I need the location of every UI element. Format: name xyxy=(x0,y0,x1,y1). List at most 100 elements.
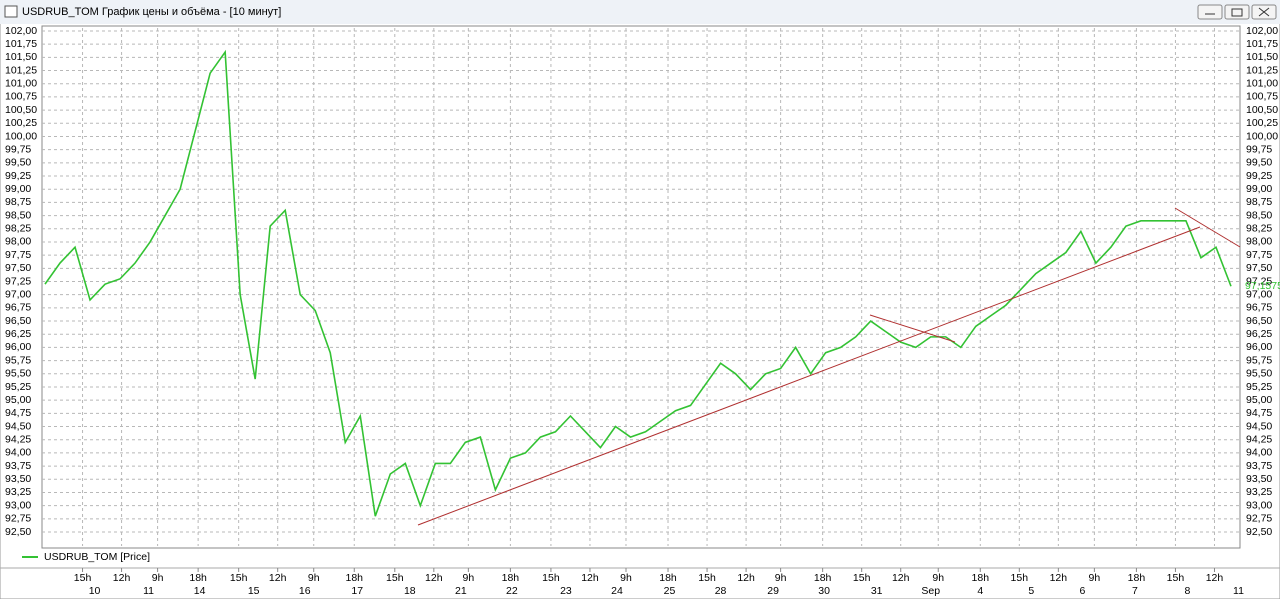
x-tick-label: 15h xyxy=(74,572,92,584)
y-tick-label-right: 99,50 xyxy=(1246,157,1272,169)
y-tick-label-right: 101,75 xyxy=(1246,38,1278,50)
y-tick-label: 94,50 xyxy=(5,420,31,432)
x-date-label: 15 xyxy=(248,585,260,597)
y-tick-label: 100,50 xyxy=(5,104,37,116)
y-tick-label-right: 97,75 xyxy=(1246,249,1272,261)
x-tick-label: 15h xyxy=(1167,572,1185,584)
y-tick-label: 101,75 xyxy=(5,38,37,50)
y-tick-label-right: 92,75 xyxy=(1246,513,1272,525)
x-date-label: 6 xyxy=(1079,585,1085,597)
x-date-label: 21 xyxy=(455,585,467,597)
y-tick-label: 97,50 xyxy=(5,262,31,274)
y-tick-label-right: 98,00 xyxy=(1246,236,1272,248)
y-tick-label-right: 97,00 xyxy=(1246,288,1272,300)
y-tick-label: 99,00 xyxy=(5,183,31,195)
x-tick-label: 15h xyxy=(698,572,716,584)
x-tick-label: 12h xyxy=(269,572,287,584)
window-icon xyxy=(4,5,18,18)
y-tick-label-right: 96,75 xyxy=(1246,302,1272,314)
x-tick-label: 12h xyxy=(581,572,599,584)
x-tick-label: 12h xyxy=(113,572,131,584)
x-tick-label: 15h xyxy=(230,572,248,584)
y-tick-label-right: 94,00 xyxy=(1246,447,1272,459)
x-tick-label: 9h xyxy=(620,572,632,584)
plot-frame xyxy=(41,25,1241,549)
y-tick-label-right: 100,50 xyxy=(1246,104,1278,116)
y-tick-label: 98,75 xyxy=(5,196,31,208)
trend-line xyxy=(417,226,1201,526)
y-tick-label: 100,00 xyxy=(5,130,37,142)
y-tick-label: 93,75 xyxy=(5,460,31,472)
price-line xyxy=(44,49,1232,517)
y-tick-label: 101,00 xyxy=(5,78,37,90)
y-tick-label-right: 93,00 xyxy=(1246,499,1272,511)
y-tick-label-right: 93,25 xyxy=(1246,486,1272,498)
y-tick-label: 100,75 xyxy=(5,91,37,103)
icon xyxy=(1258,7,1270,17)
y-tick-label-right: 94,25 xyxy=(1246,433,1272,445)
y-tick-label-right: 96,00 xyxy=(1246,341,1272,353)
x-date-label: 11 xyxy=(1233,585,1244,597)
trend-line xyxy=(1174,207,1241,248)
y-tick-label-right: 102,00 xyxy=(1246,25,1278,37)
x-date-label: 8 xyxy=(1185,585,1191,597)
y-tick-label: 99,75 xyxy=(5,143,31,155)
x-tick-label: 9h xyxy=(932,572,944,584)
y-tick-label: 94,75 xyxy=(5,407,31,419)
x-tick-label: 9h xyxy=(775,572,787,584)
y-tick-label: 96,75 xyxy=(5,302,31,314)
y-tick-label-right: 100,75 xyxy=(1246,91,1278,103)
y-tick-label: 96,50 xyxy=(5,315,31,327)
maximize-button[interactable] xyxy=(1224,4,1250,20)
y-tick-label: 102,00 xyxy=(5,25,37,37)
y-tick-label-right: 99,25 xyxy=(1246,170,1272,182)
y-tick-label: 95,75 xyxy=(5,354,31,366)
x-date-label: 14 xyxy=(194,585,206,597)
minimize-button[interactable] xyxy=(1197,4,1223,20)
y-tick-label-right: 94,75 xyxy=(1246,407,1272,419)
y-tick-label: 93,25 xyxy=(5,486,31,498)
x-date-label: 23 xyxy=(560,585,572,597)
x-tick-label: 15h xyxy=(386,572,404,584)
x-date-label: 7 xyxy=(1132,585,1138,597)
y-tick-label-right: 101,50 xyxy=(1246,51,1278,63)
x-tick-label: 9h xyxy=(308,572,320,584)
y-tick-label: 96,00 xyxy=(5,341,31,353)
y-tick-label-right: 92,50 xyxy=(1246,526,1272,538)
x-date-label: 5 xyxy=(1028,585,1034,597)
y-tick-label-right: 97,50 xyxy=(1246,262,1272,274)
y-tick-label: 95,00 xyxy=(5,394,31,406)
y-tick-label: 97,75 xyxy=(5,249,31,261)
window-buttons xyxy=(1197,4,1277,20)
x-date-label: 28 xyxy=(715,585,727,597)
x-tick-label: 9h xyxy=(463,572,475,584)
y-tick-label-right: 94,50 xyxy=(1246,420,1272,432)
y-tick-label-right: 95,25 xyxy=(1246,381,1272,393)
x-tick-label: 18h xyxy=(345,572,363,584)
x-tick-label: 9h xyxy=(152,572,164,584)
y-tick-label-right: 99,75 xyxy=(1246,143,1272,155)
x-date-label: 29 xyxy=(767,585,779,597)
y-tick-label: 95,25 xyxy=(5,381,31,393)
y-tick-label: 92,75 xyxy=(5,513,31,525)
y-tick-label: 101,50 xyxy=(5,51,37,63)
x-tick-label: 15h xyxy=(542,572,560,584)
y-tick-label: 97,25 xyxy=(5,275,31,287)
x-date-label: 4 xyxy=(977,585,983,597)
y-tick-label: 94,00 xyxy=(5,447,31,459)
x-date-label: 25 xyxy=(664,585,676,597)
y-tick-label-right: 100,25 xyxy=(1246,117,1278,129)
x-tick-label: 15h xyxy=(853,572,871,584)
y-tick-label-right: 101,00 xyxy=(1246,78,1278,90)
x-tick-label: 9h xyxy=(1089,572,1101,584)
y-tick-label: 99,25 xyxy=(5,170,31,182)
y-tick-label: 100,25 xyxy=(5,117,37,129)
y-tick-label: 96,25 xyxy=(5,328,31,340)
legend-label: USDRUB_TOM [Price] xyxy=(44,551,150,563)
y-tick-label: 93,50 xyxy=(5,473,31,485)
x-tick-label: 18h xyxy=(659,572,677,584)
y-tick-label: 93,00 xyxy=(5,499,31,511)
x-tick-label: 12h xyxy=(1050,572,1068,584)
